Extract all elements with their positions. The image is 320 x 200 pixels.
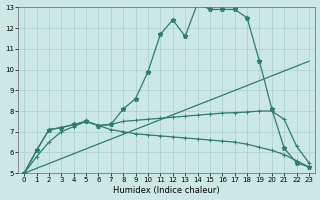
X-axis label: Humidex (Indice chaleur): Humidex (Indice chaleur) [113, 186, 220, 195]
